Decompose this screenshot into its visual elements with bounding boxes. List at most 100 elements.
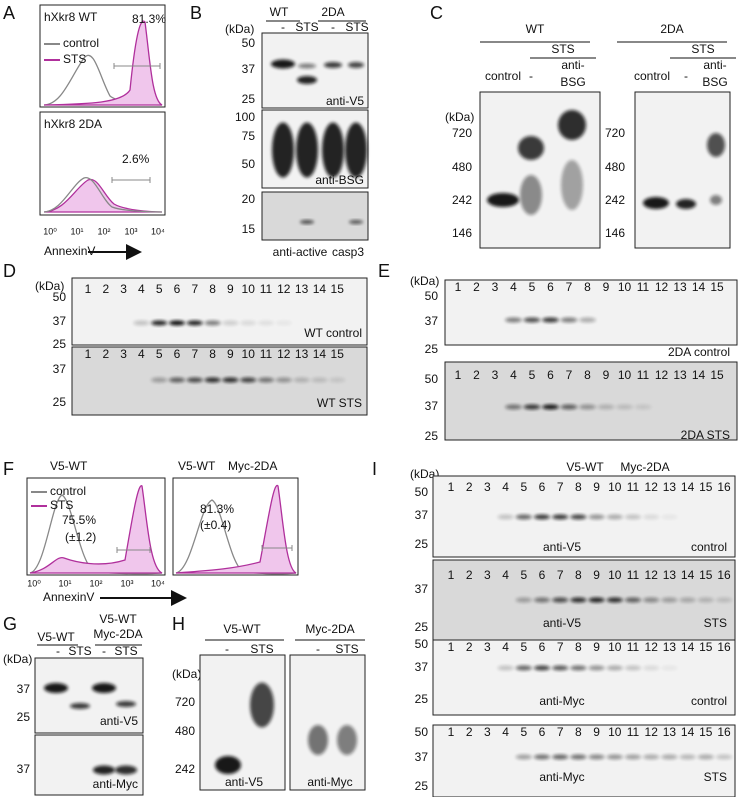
band: [606, 754, 623, 760]
axis-tick: 10³: [124, 226, 137, 236]
band: [518, 136, 544, 160]
band: [606, 514, 623, 520]
band: [293, 377, 310, 383]
lane-number: 4: [138, 282, 145, 296]
band: [322, 122, 344, 178]
lane-number: 7: [557, 725, 564, 739]
lane-number: 12: [645, 480, 659, 494]
legend-entry: control: [63, 36, 99, 50]
band: [661, 665, 678, 671]
lane-number: 1: [448, 568, 455, 582]
lane-number: 11: [637, 368, 650, 382]
band: [116, 701, 136, 707]
panel-label: D: [3, 261, 16, 281]
lane-number: 15: [699, 725, 713, 739]
band: [534, 597, 550, 603]
marker: 20: [242, 192, 256, 206]
lane-number: 8: [575, 640, 582, 654]
label: 81.3%: [132, 12, 166, 26]
marker: 720: [175, 695, 195, 709]
lane-number: 10: [608, 480, 622, 494]
lane-number: 11: [627, 568, 640, 582]
marker: 37: [415, 582, 429, 596]
lane-number: 7: [557, 480, 564, 494]
lane-number: 13: [663, 640, 677, 654]
band: [643, 197, 669, 209]
blot: [34, 657, 144, 734]
band: [558, 110, 586, 140]
lane-number: 14: [692, 368, 706, 382]
band: [240, 320, 257, 326]
axis-tick: 10³: [120, 578, 133, 588]
label: (kDa): [445, 110, 474, 124]
blot: [71, 277, 368, 346]
gate: [116, 547, 151, 553]
band: [257, 377, 275, 383]
lane-number: 15: [699, 640, 713, 654]
band: [257, 320, 275, 326]
control-histogram: [43, 177, 163, 213]
axis-tick: 10²: [97, 226, 110, 236]
band: [70, 703, 90, 709]
band: [579, 317, 596, 323]
label: -: [316, 642, 320, 656]
band: [349, 220, 363, 224]
marker: 37: [242, 62, 256, 76]
label: (kDa): [410, 467, 439, 481]
label: (±0.4): [200, 518, 231, 532]
lane-number: 11: [260, 282, 273, 296]
label: 2DA: [321, 5, 344, 19]
lane-number: 8: [575, 725, 582, 739]
lane-number: 3: [484, 725, 491, 739]
label: STS: [335, 642, 358, 656]
lane-number: 15: [699, 480, 713, 494]
label: Myc-2DA: [620, 460, 669, 474]
band: [588, 514, 605, 520]
lane-number: 15: [710, 368, 724, 382]
band: [296, 122, 318, 178]
band: [300, 220, 314, 224]
lane-number: 13: [673, 368, 687, 382]
blot: [289, 654, 366, 791]
label: anti-V5: [326, 94, 364, 108]
lane-number: 6: [547, 368, 554, 382]
lane-number: 9: [227, 282, 234, 296]
label: anti-BSG: [315, 173, 364, 187]
marker: 37: [17, 682, 31, 696]
label: -: [56, 644, 60, 658]
band: [570, 754, 587, 760]
band: [588, 597, 605, 603]
marker: 25: [425, 342, 439, 356]
label: STS: [345, 20, 368, 34]
band: [716, 597, 732, 603]
label: V5-WT: [178, 459, 216, 473]
lane-number: 2: [466, 725, 473, 739]
lane-number: 13: [295, 282, 309, 296]
band: [570, 514, 587, 520]
lane-number: 7: [557, 568, 564, 582]
band: [186, 320, 203, 326]
band: [561, 160, 583, 210]
lane-number: 2: [466, 568, 473, 582]
lane-number: 3: [484, 480, 491, 494]
band: [186, 377, 203, 383]
label: WT: [270, 5, 289, 19]
band: [625, 514, 641, 520]
lane-number: 11: [627, 480, 640, 494]
gate: [261, 545, 293, 551]
band: [505, 317, 522, 323]
lane-number: 5: [156, 282, 163, 296]
lane-number: 10: [608, 568, 622, 582]
band: [676, 199, 696, 209]
label: WT control: [304, 326, 362, 340]
blot: [444, 279, 738, 346]
lane-number: 9: [603, 280, 610, 294]
band: [534, 754, 550, 760]
marker: 25: [17, 710, 31, 724]
lane-number: 8: [584, 280, 591, 294]
lane-number: 4: [502, 568, 509, 582]
axis-tick: 10²: [89, 578, 102, 588]
band: [298, 63, 316, 69]
marker: 480: [452, 160, 472, 174]
band: [497, 665, 514, 671]
